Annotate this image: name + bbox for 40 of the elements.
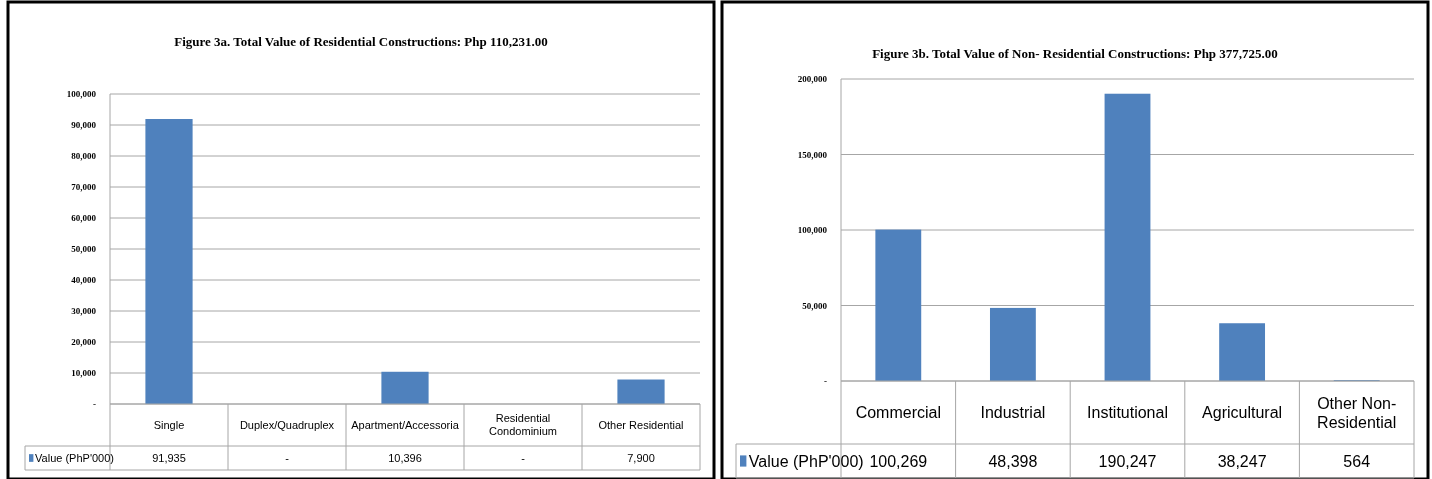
data-label: 7,900 [627,451,655,464]
y-tick-label: 60,000 [71,213,97,224]
y-tick-label: 30,000 [71,306,97,317]
legend-label: Value (PhP'000) [748,452,864,470]
data-label: 100,269 [869,452,928,470]
y-tick-label: 200,000 [797,74,828,85]
y-tick-label: - [93,399,96,410]
y-tick-label: 70,000 [71,182,97,193]
data-label: 190,247 [1098,452,1157,470]
x-tick-label: Industrial [980,404,1046,422]
x-tick-label: Other Non-Residential [1317,394,1397,431]
x-tick-label: Commercial [855,404,941,422]
data-label: 10,396 [388,451,422,464]
x-tick-label: Other Residential [598,418,684,431]
y-tick-label: - [824,376,827,387]
data-label: 48,398 [988,452,1038,470]
y-tick-label: 80,000 [71,151,97,162]
x-tick-label: Residential Condominium [489,412,557,438]
legend-label: Value (PhP'000) [35,451,114,464]
y-tick-label: 40,000 [71,275,97,286]
y-tick-label: 90,000 [71,120,97,131]
x-tick-label: Duplex/Quadruplex [239,418,335,431]
data-label: 38,247 [1217,452,1267,470]
data-label: - [521,451,526,464]
y-tick-label: 100,000 [66,89,97,100]
x-tick-label: Apartment/Accessoria [351,418,460,431]
y-tick-label: 10,000 [71,368,97,379]
y-tick-label: 100,000 [797,225,828,236]
data-label: - [285,451,290,464]
data-label: 564 [1343,452,1371,470]
x-tick-label: Agricultural [1202,404,1283,422]
x-tick-label: Single [153,418,185,431]
chart-title: Figure 3a. Total Value of Residential Constructions: Php 110,231.00 [174,34,548,49]
x-tick-label: Institutional [1087,404,1168,422]
y-tick-label: 50,000 [802,300,828,311]
chart-title: Figure 3b. Total Value of Non- Residential Constructions: Php 377,725.00 [872,46,1278,61]
data-label: 91,935 [152,451,186,464]
y-tick-label: 50,000 [71,244,97,255]
y-tick-label: 20,000 [71,337,97,348]
y-tick-label: 150,000 [797,149,828,160]
